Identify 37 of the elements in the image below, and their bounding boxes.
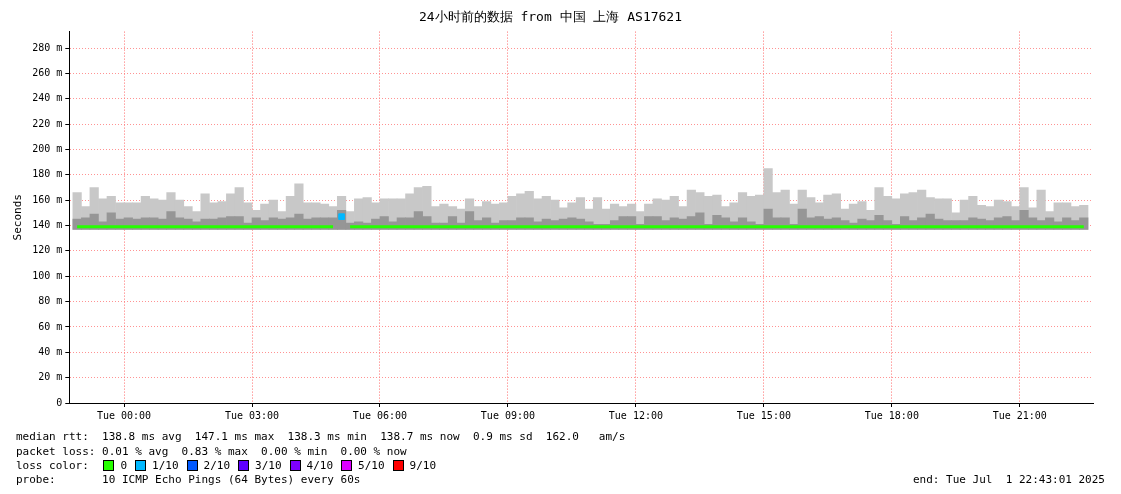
legend-label: 2/10: [203, 459, 231, 472]
y-tick-label: 0: [56, 396, 63, 408]
y-tick-label: 180 m: [32, 168, 63, 180]
x-tick-label: Tue 18:00: [864, 409, 919, 421]
x-tick-label: Tue 12:00: [608, 409, 663, 421]
legend-label: 4/10: [306, 459, 334, 472]
y-tick-label: 120 m: [32, 244, 63, 256]
y-axis-title: Seconds: [11, 194, 25, 241]
legend-label: 5/10: [358, 459, 385, 472]
legend-label: 0: [120, 459, 128, 472]
text: end: Tue Jul 1 22:43:01 2025: [912, 473, 1105, 486]
x-tick-label: Tue 00:00: [96, 409, 152, 421]
x-tick-label: Tue 21:00: [992, 409, 1047, 421]
legend-title: loss color:: [16, 459, 90, 472]
text: median rtt: 138.8 ms avg 147.1 ms max 138.3 ms min 138.7 ms now 0.9 ms sd 162.0 am/s: [16, 430, 626, 443]
x-tick-label: Tue 03:00: [224, 409, 280, 421]
y-tick-label: 60 m: [38, 320, 63, 332]
x-tick-label: Tue 06:00: [352, 409, 408, 421]
y-tick-label: 40 m: [38, 345, 63, 357]
y-tick-label: 100 m: [32, 269, 63, 281]
x-tick-label: Tue 15:00: [736, 409, 791, 421]
y-tick-label: 220 m: [32, 117, 63, 129]
y-tick-label: 20 m: [38, 371, 63, 383]
y-tick-label: 240 m: [32, 92, 63, 104]
y-tick-label: 80 m: [38, 295, 63, 307]
y-tick-label: 260 m: [32, 67, 63, 79]
legend-label: 1/10: [152, 459, 179, 472]
y-tick-label: 160 m: [32, 193, 63, 205]
text: probe: 10 ICMP Echo Pings (64 Bytes) every 60s: [16, 473, 361, 486]
x-tick-label: Tue 09:00: [480, 409, 536, 421]
legend-label: 3/10: [255, 459, 282, 472]
text: packet loss: 0.01 % avg 0.83 % max 0.00 % min 0.00 % now: [16, 445, 407, 458]
y-tick-label: 140 m: [32, 219, 63, 231]
legend-label: 9/10: [409, 459, 437, 472]
y-tick-label: 200 m: [32, 143, 63, 155]
chart-title: 24小时前的数据 from 中国 上海 AS17621: [418, 9, 683, 25]
y-tick-label: 280 m: [32, 41, 63, 53]
